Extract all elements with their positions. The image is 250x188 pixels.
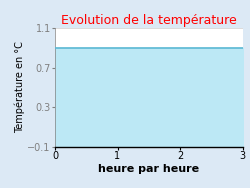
Title: Evolution de la température: Evolution de la température [61,14,236,27]
X-axis label: heure par heure: heure par heure [98,164,199,174]
Y-axis label: Température en °C: Température en °C [14,42,25,133]
